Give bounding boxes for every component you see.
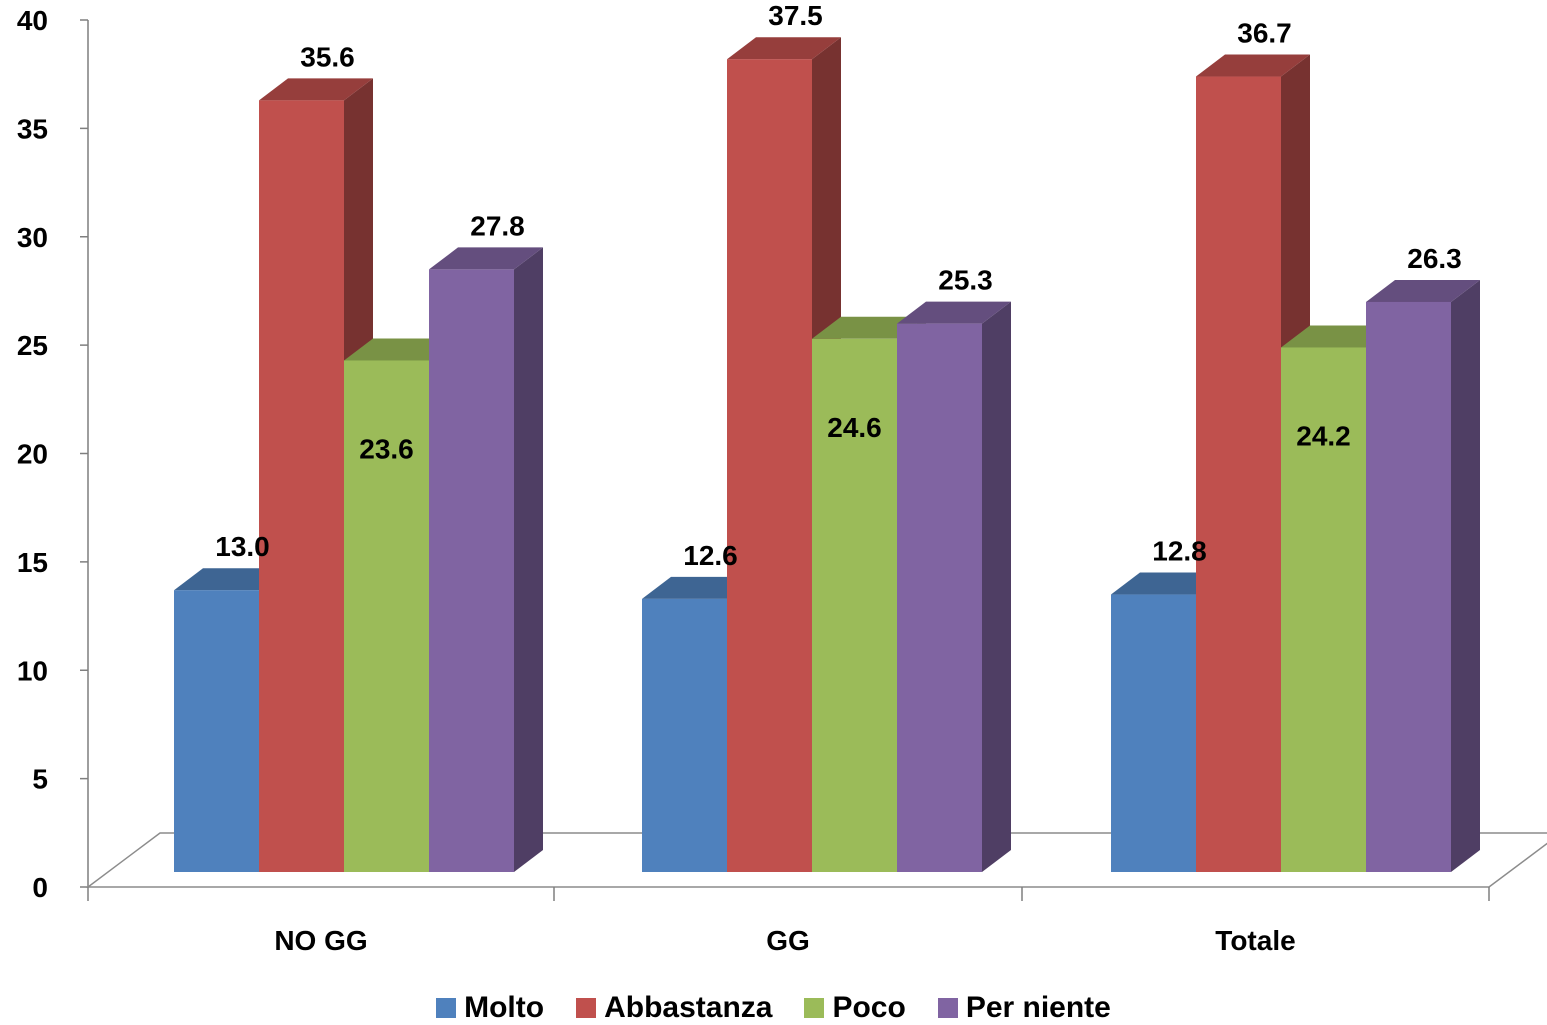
bar-front bbox=[429, 269, 514, 872]
bar-front bbox=[1281, 347, 1366, 873]
data-label: 12.8 bbox=[1152, 536, 1207, 567]
data-label: 27.8 bbox=[470, 210, 525, 241]
bar-front bbox=[1366, 301, 1451, 872]
bar-front bbox=[174, 590, 259, 872]
bar-front bbox=[897, 323, 982, 872]
y-tick-label: 35 bbox=[17, 113, 48, 144]
bar-per-niente-no-gg bbox=[429, 247, 543, 872]
bar-front bbox=[642, 598, 727, 872]
bar-side bbox=[982, 301, 1011, 872]
bar-per-niente-totale bbox=[1366, 279, 1480, 872]
data-label: 36.7 bbox=[1237, 18, 1292, 49]
bar-front bbox=[344, 360, 429, 872]
data-label: 25.3 bbox=[938, 265, 993, 296]
bar-top bbox=[1196, 54, 1310, 77]
legend-label-poco: Poco bbox=[832, 990, 906, 1024]
bar-front bbox=[812, 338, 897, 872]
data-label: 12.6 bbox=[683, 540, 738, 571]
bar-top bbox=[1366, 279, 1480, 302]
bar-front bbox=[1111, 594, 1196, 872]
legend-label-abbastanza: Abbastanza bbox=[604, 990, 773, 1024]
data-label: 23.6 bbox=[359, 433, 414, 464]
y-tick-label: 25 bbox=[17, 330, 48, 361]
y-tick-label: 40 bbox=[17, 5, 48, 36]
chart-axes: 0 5 10 15 20 25 30 35 40 NO GG GG Totale bbox=[17, 5, 1547, 956]
y-tick-label: 5 bbox=[32, 764, 48, 795]
y-tick-label: 15 bbox=[17, 547, 48, 578]
bar-per-niente-gg bbox=[897, 301, 1011, 872]
bar-top bbox=[727, 37, 841, 60]
x-tick-label: NO GG bbox=[274, 925, 367, 956]
legend-swatch-abbastanza bbox=[576, 997, 597, 1018]
legend-item-abbastanza: Abbastanza bbox=[576, 991, 772, 1025]
chart-bars bbox=[174, 37, 1480, 873]
y-tick-label: 0 bbox=[32, 872, 48, 903]
legend-swatch-molto bbox=[436, 997, 457, 1018]
bar-top bbox=[429, 247, 543, 270]
data-label: 26.3 bbox=[1407, 243, 1462, 274]
legend-label-per-niente: Per niente bbox=[965, 990, 1111, 1024]
y-tick-label: 10 bbox=[17, 655, 48, 686]
legend-swatch-per-niente bbox=[937, 997, 958, 1018]
data-label: 13.0 bbox=[215, 531, 270, 562]
legend-swatch-poco bbox=[804, 997, 825, 1018]
legend-item-molto: Molto bbox=[436, 991, 544, 1025]
legend-item-per-niente: Per niente bbox=[937, 990, 1111, 1025]
bar-front bbox=[1196, 76, 1281, 873]
bar-top bbox=[897, 301, 1011, 324]
y-tick-label: 20 bbox=[17, 439, 48, 470]
chart-legend: Molto Abbastanza Poco Per niente bbox=[0, 990, 1547, 1025]
bar-side bbox=[1451, 279, 1480, 872]
data-label: 24.2 bbox=[1296, 420, 1351, 451]
bar-front bbox=[259, 100, 344, 873]
bar-side bbox=[514, 247, 543, 872]
x-tick-label: GG bbox=[766, 925, 810, 956]
bar-front bbox=[727, 59, 812, 872]
data-label: 24.6 bbox=[827, 412, 882, 443]
chart-data-labels: 13.0 35.6 23.6 27.8 12.6 37.5 24.6 25.3 12.8 36.7… bbox=[215, 0, 1462, 571]
data-label: 35.6 bbox=[300, 41, 355, 72]
data-label: 37.5 bbox=[768, 0, 823, 31]
legend-item-poco: Poco bbox=[804, 990, 906, 1025]
x-tick-label: Totale bbox=[1215, 925, 1295, 956]
bar-chart: 0 5 10 15 20 25 30 35 40 NO GG GG Totale 13.0 35.6 23… bbox=[17, 0, 1547, 956]
bar-top bbox=[259, 78, 373, 101]
legend-label-molto: Molto bbox=[464, 990, 545, 1024]
y-tick-label: 30 bbox=[17, 222, 48, 253]
